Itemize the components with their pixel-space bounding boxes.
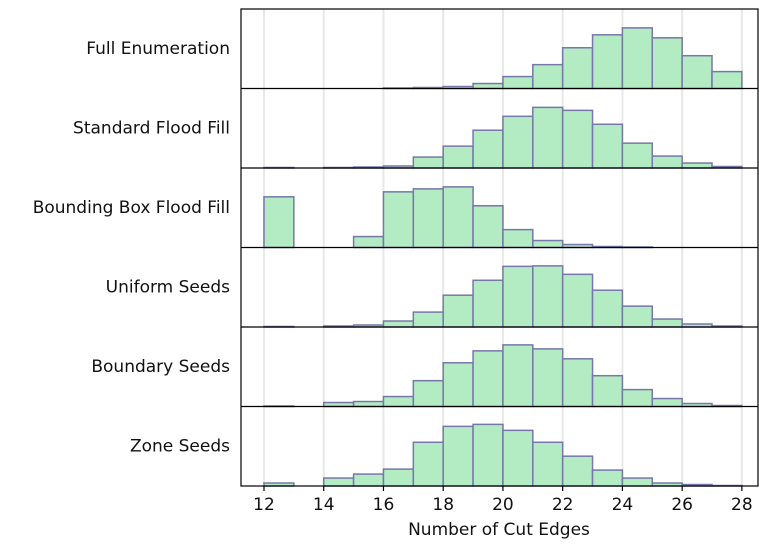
bar <box>502 429 534 487</box>
bar <box>382 320 415 328</box>
bar <box>382 395 415 408</box>
bar <box>412 156 444 169</box>
bar <box>472 205 504 249</box>
bar <box>532 348 564 408</box>
bar <box>651 397 683 408</box>
bar <box>532 106 564 169</box>
bar <box>651 155 683 169</box>
x-tick-label: 24 <box>612 495 634 515</box>
bar <box>621 142 654 169</box>
x-tick-label: 14 <box>313 495 335 515</box>
panel-label: Zone Seeds <box>130 436 230 456</box>
bar <box>681 162 713 169</box>
panel-label: Full Enumeration <box>86 39 230 59</box>
bar <box>502 115 534 169</box>
panel-label: Bounding Box Flood Fill <box>33 198 230 218</box>
bar <box>681 54 713 90</box>
panel-label: Uniform Seeds <box>106 277 230 297</box>
bar <box>532 63 564 90</box>
bar <box>472 423 504 487</box>
bar <box>442 362 474 408</box>
bar <box>442 186 474 249</box>
x-tick-label: 28 <box>731 495 753 515</box>
bar <box>352 235 385 249</box>
x-tick-label: 20 <box>492 495 514 515</box>
bar <box>412 441 444 487</box>
x-tick-label: 22 <box>552 495 574 515</box>
bar <box>502 344 534 408</box>
bar <box>591 123 624 169</box>
bar <box>412 311 444 328</box>
bar <box>591 374 624 408</box>
panel-label: Boundary Seeds <box>91 357 230 377</box>
plot-frame <box>240 8 759 487</box>
bar <box>532 239 564 249</box>
x-tick-label: 12 <box>253 495 275 515</box>
bar <box>412 379 444 408</box>
bar <box>532 265 564 328</box>
bar <box>352 400 385 408</box>
bar <box>621 388 654 408</box>
bar <box>442 145 474 169</box>
bar <box>263 196 295 249</box>
bar <box>561 273 594 328</box>
bar <box>472 82 504 90</box>
bar <box>561 109 594 169</box>
bar <box>382 191 415 249</box>
bar <box>322 477 355 487</box>
bar <box>472 279 504 328</box>
bar <box>382 468 415 487</box>
x-tick-label: 16 <box>373 495 395 515</box>
bar <box>591 469 624 487</box>
bar <box>502 75 534 90</box>
bar <box>651 37 683 90</box>
x-tick-label: 18 <box>432 495 454 515</box>
bar <box>502 265 534 328</box>
bar <box>591 34 624 90</box>
bar <box>561 358 594 408</box>
panel-label: Standard Flood Fill <box>73 118 230 138</box>
bar <box>621 305 654 328</box>
bar <box>472 350 504 408</box>
x-axis-label: Number of Cut Edges <box>408 520 590 540</box>
bar <box>591 289 624 328</box>
bar <box>561 455 594 487</box>
bar <box>561 47 594 90</box>
x-tick-label: 26 <box>671 495 693 515</box>
bar <box>711 70 743 90</box>
bar <box>442 425 474 487</box>
bar <box>412 188 444 249</box>
bar <box>621 477 654 487</box>
bar <box>472 129 504 169</box>
bar <box>502 228 534 249</box>
bar <box>621 27 654 90</box>
bar <box>352 473 385 487</box>
bar <box>442 294 474 328</box>
bar <box>651 318 683 328</box>
bar <box>532 441 564 487</box>
